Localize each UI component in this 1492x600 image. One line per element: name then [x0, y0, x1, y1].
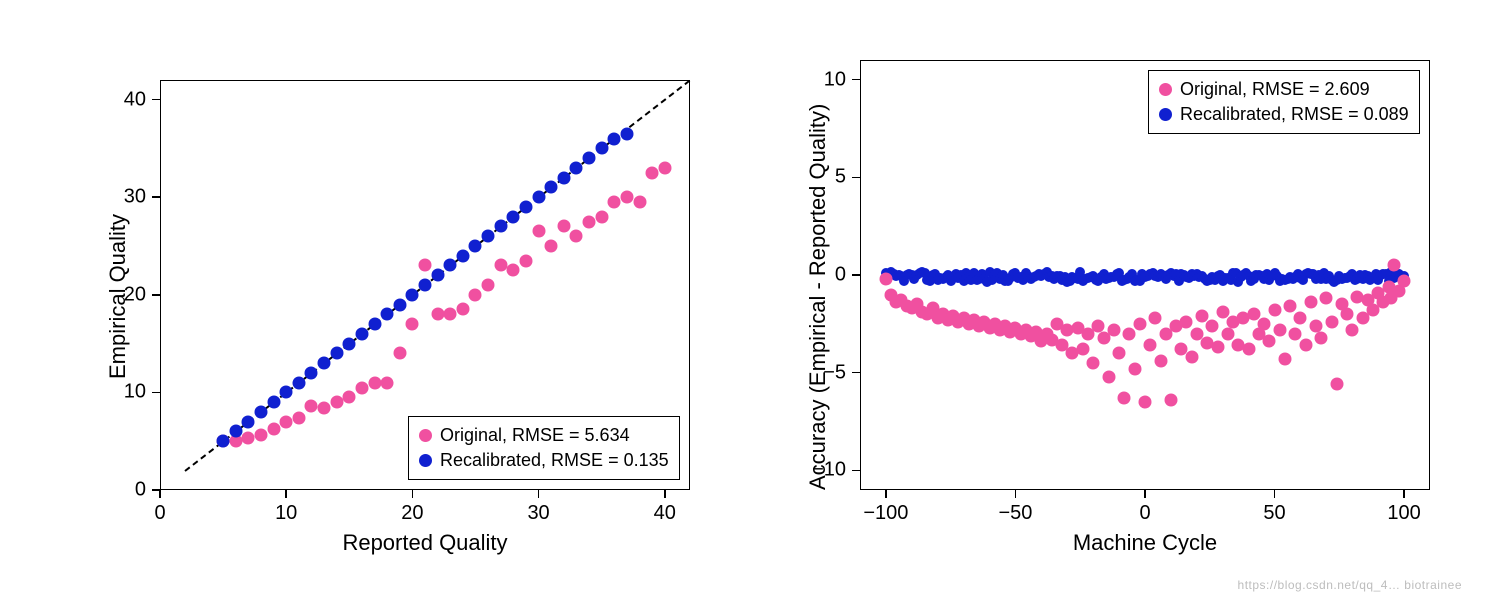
data-point [1299, 339, 1312, 352]
x-tick-label: 50 [1263, 502, 1285, 525]
y-tick [852, 372, 860, 374]
data-point [1102, 370, 1115, 383]
x-tick-label: −50 [998, 502, 1032, 525]
y-tick-label: 5 [835, 166, 846, 189]
data-point [1304, 296, 1317, 309]
data-point [1273, 323, 1286, 336]
data-point [1341, 308, 1354, 321]
watermark-text: https://blog.csdn.net/qq_4… biotrainee [1238, 578, 1462, 592]
data-point [1346, 323, 1359, 336]
legend-item: Recalibrated, RMSE = 0.089 [1159, 102, 1409, 127]
figure: 010203040010203040Reported QualityEmpiri… [0, 0, 1492, 600]
data-point [1113, 347, 1126, 360]
data-point [1320, 292, 1333, 305]
data-point [1325, 315, 1338, 328]
legend-label: Original, RMSE = 2.609 [1180, 77, 1370, 102]
y-tick [852, 274, 860, 276]
data-point [1221, 327, 1234, 340]
x-tick [1274, 490, 1276, 498]
data-point [1149, 312, 1162, 325]
legend-label: Recalibrated, RMSE = 0.089 [1180, 102, 1409, 127]
data-point [1076, 343, 1089, 356]
data-point [1263, 335, 1276, 348]
data-point [1294, 312, 1307, 325]
data-point [1107, 323, 1120, 336]
data-point [1185, 351, 1198, 364]
y-tick [852, 177, 860, 179]
x-tick-label: 0 [1139, 502, 1150, 525]
data-point [1211, 341, 1224, 354]
data-point [1258, 317, 1271, 330]
legend-marker [1159, 83, 1172, 96]
y-axis-label: Accuracy (Empirical - Reported Quality) [805, 103, 831, 489]
x-tick [885, 490, 887, 498]
x-axis-label: Machine Cycle [1073, 530, 1217, 556]
data-point [1315, 331, 1328, 344]
data-point [1278, 353, 1291, 366]
y-tick-label: 0 [835, 264, 846, 287]
legend-marker [1159, 108, 1172, 121]
x-tick [1015, 490, 1017, 498]
data-point [1128, 362, 1141, 375]
legend-item: Original, RMSE = 2.609 [1159, 77, 1409, 102]
data-point [1133, 317, 1146, 330]
data-point [1154, 355, 1167, 368]
data-point [1387, 259, 1400, 272]
data-point [1164, 394, 1177, 407]
data-point [1118, 392, 1131, 405]
y-tick-label: 10 [824, 68, 846, 91]
data-point [1289, 327, 1302, 340]
x-tick-label: −100 [863, 502, 908, 525]
y-tick [852, 79, 860, 81]
data-point [1139, 396, 1152, 409]
data-point [1123, 327, 1136, 340]
data-point [1180, 315, 1193, 328]
data-point [1330, 378, 1343, 391]
data-point [1284, 300, 1297, 313]
data-point [1268, 304, 1281, 317]
data-point [1398, 274, 1411, 287]
x-tick-label: 100 [1387, 502, 1420, 525]
legend: Original, RMSE = 2.609Recalibrated, RMSE… [1148, 70, 1420, 134]
right-panel: −100−50050100−10−50510Machine CycleAccur… [0, 0, 1492, 600]
x-tick [1403, 490, 1405, 498]
y-tick [852, 470, 860, 472]
data-point [1242, 343, 1255, 356]
data-point [1206, 319, 1219, 332]
x-tick [1144, 490, 1146, 498]
data-point [1087, 356, 1100, 369]
data-point [879, 272, 892, 285]
data-point [1144, 339, 1157, 352]
